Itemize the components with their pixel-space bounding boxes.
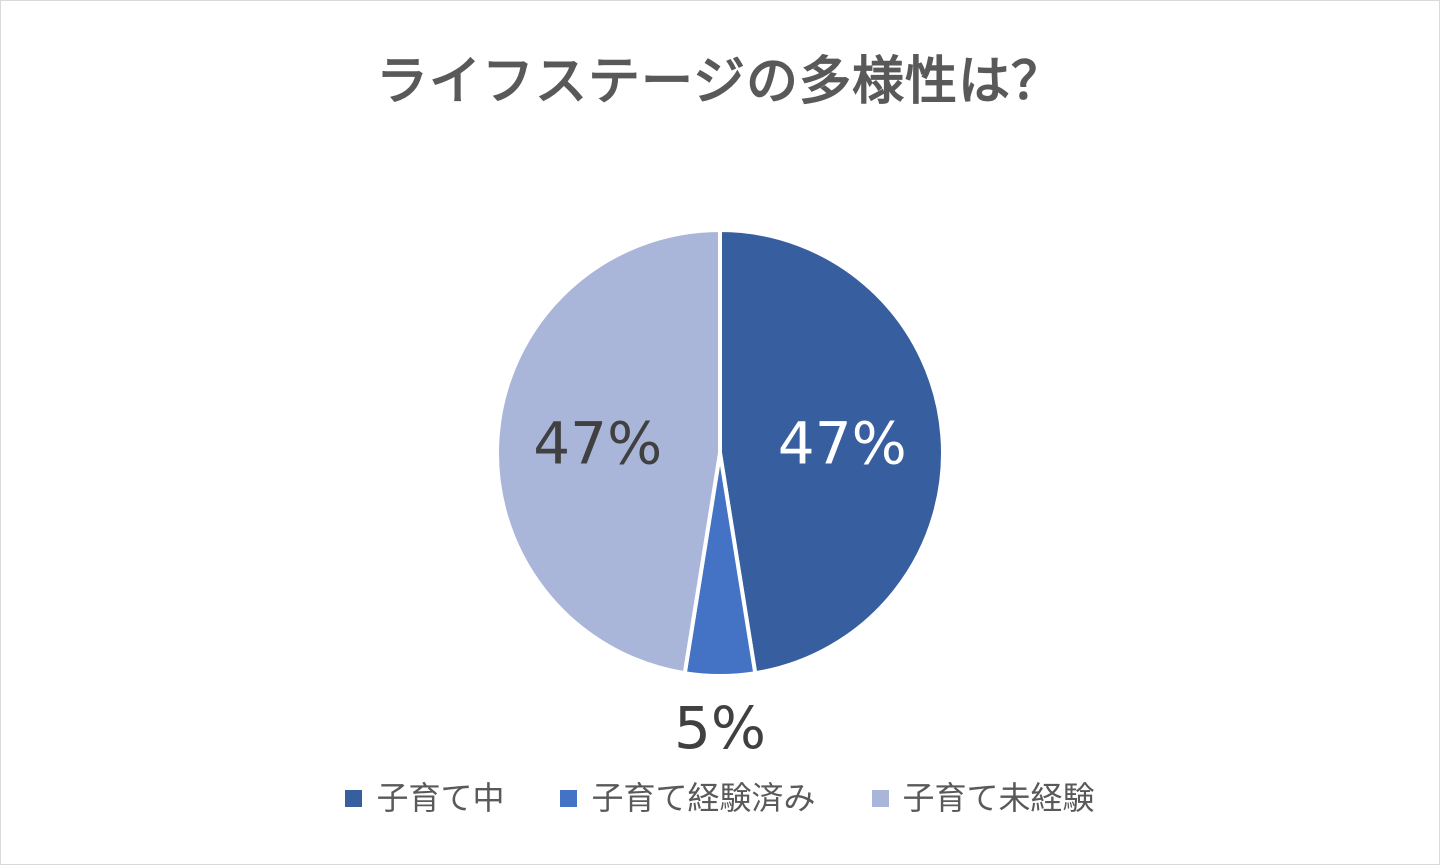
pie-slice-1 [718, 228, 945, 676]
pie-slice-3 [495, 228, 722, 676]
legend-label-1: 子育て中 [376, 779, 505, 817]
legend: 子育て中 子育て経験済み 子育て未経験 [0, 770, 1440, 826]
legend-item-1: 子育て中 [345, 778, 504, 818]
data-label-2: 5% [674, 694, 766, 762]
legend-item-3: 子育て未経験 [871, 778, 1095, 818]
legend-label-2: 子育て経験済み [591, 779, 816, 817]
legend-item-2: 子育て経験済み [560, 778, 816, 818]
legend-swatch-2 [560, 789, 578, 807]
chart-title: ライフステージの多様性は？ [376, 52, 1064, 112]
data-label-3: 47% [533, 409, 662, 477]
legend-swatch-1 [345, 789, 363, 807]
legend-swatch-3 [871, 789, 889, 807]
data-label-1: 47% [778, 409, 907, 477]
legend-label-3: 子育て未経験 [902, 779, 1095, 817]
